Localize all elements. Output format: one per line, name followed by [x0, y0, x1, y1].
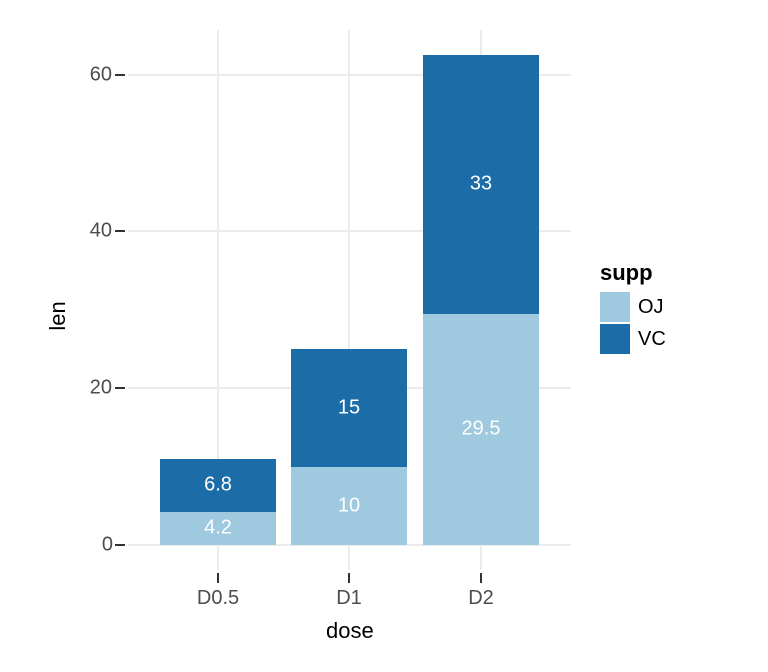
bar-label-d2-vc: 33 [470, 173, 492, 196]
xtick-d05 [217, 573, 219, 583]
stacked-bar-chart: 4.2 6.8 10 15 29.5 33 0 20 40 60 D0.5 D1… [0, 0, 768, 672]
bar-label-d1-vc: 15 [338, 397, 360, 420]
bar-label-d2-oj: 29.5 [462, 418, 501, 441]
legend-item-oj: OJ [600, 292, 666, 322]
ylabel-0: 0 [95, 534, 113, 557]
legend-key-oj [600, 292, 630, 322]
xlabel-d2: D2 [468, 587, 494, 610]
x-axis-title: dose [326, 618, 374, 644]
ytick-60 [115, 74, 125, 76]
y-axis-title: len [45, 301, 71, 330]
ytick-40 [115, 230, 125, 232]
ylabel-60: 60 [84, 64, 112, 87]
legend-item-vc: VC [600, 324, 666, 354]
bar-label-d05-oj: 4.2 [204, 517, 232, 540]
xlabel-d05: D0.5 [197, 587, 239, 610]
xtick-d1 [348, 573, 350, 583]
legend-label-oj: OJ [638, 296, 664, 319]
legend: supp OJ VC [600, 260, 666, 356]
ylabel-40: 40 [84, 220, 112, 243]
xlabel-d1: D1 [336, 587, 362, 610]
ytick-0 [115, 544, 125, 546]
legend-label-vc: VC [638, 328, 666, 351]
plot-panel: 4.2 6.8 10 15 29.5 33 [128, 30, 571, 570]
bar-label-d1-oj: 10 [338, 495, 360, 518]
ytick-20 [115, 387, 125, 389]
xtick-d2 [480, 573, 482, 583]
bar-label-d05-vc: 6.8 [204, 474, 232, 497]
legend-title: supp [600, 260, 666, 286]
ylabel-20: 20 [84, 377, 112, 400]
legend-key-vc [600, 324, 630, 354]
